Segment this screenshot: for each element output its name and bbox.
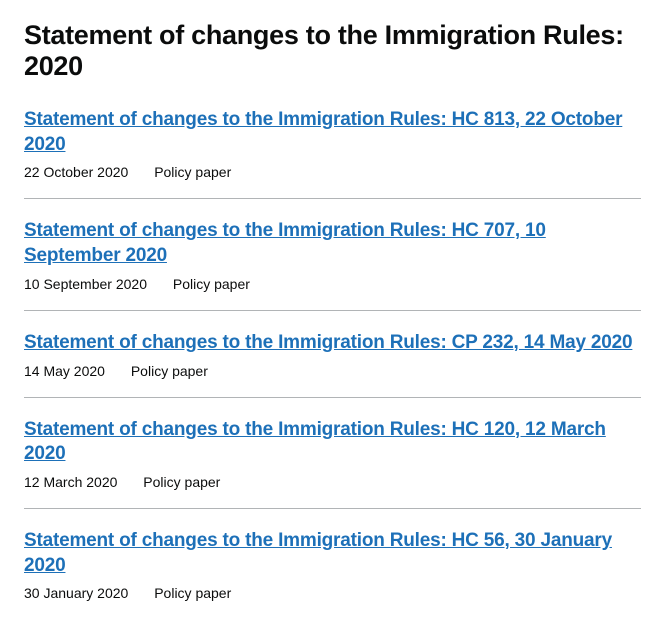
document-link[interactable]: Statement of changes to the Immigration … <box>24 331 632 356</box>
document-date: 14 May 2020 <box>24 363 105 379</box>
document-list: Statement of changes to the Immigration … <box>24 108 641 619</box>
document-date: 10 September 2020 <box>24 276 147 292</box>
document-meta: 30 January 2020 Policy paper <box>24 585 641 601</box>
document-date: 30 January 2020 <box>24 585 128 601</box>
document-type: Policy paper <box>173 276 250 292</box>
page-title: Statement of changes to the Immigration … <box>24 20 641 82</box>
document-link[interactable]: Statement of changes to the Immigration … <box>24 219 641 268</box>
document-type: Policy paper <box>154 164 231 180</box>
document-type: Policy paper <box>131 363 208 379</box>
document-meta: 12 March 2020 Policy paper <box>24 474 641 490</box>
list-item: Statement of changes to the Immigration … <box>24 331 641 398</box>
document-meta: 22 October 2020 Policy paper <box>24 164 641 180</box>
document-type: Policy paper <box>143 474 220 490</box>
list-item: Statement of changes to the Immigration … <box>24 108 641 199</box>
document-meta: 10 September 2020 Policy paper <box>24 276 641 292</box>
document-meta: 14 May 2020 Policy paper <box>24 363 641 379</box>
list-item: Statement of changes to the Immigration … <box>24 418 641 509</box>
document-date: 22 October 2020 <box>24 164 128 180</box>
document-link[interactable]: Statement of changes to the Immigration … <box>24 529 641 578</box>
document-date: 12 March 2020 <box>24 474 117 490</box>
document-link[interactable]: Statement of changes to the Immigration … <box>24 108 641 157</box>
document-type: Policy paper <box>154 585 231 601</box>
list-item: Statement of changes to the Immigration … <box>24 219 641 310</box>
document-link[interactable]: Statement of changes to the Immigration … <box>24 418 641 467</box>
list-item: Statement of changes to the Immigration … <box>24 529 641 619</box>
